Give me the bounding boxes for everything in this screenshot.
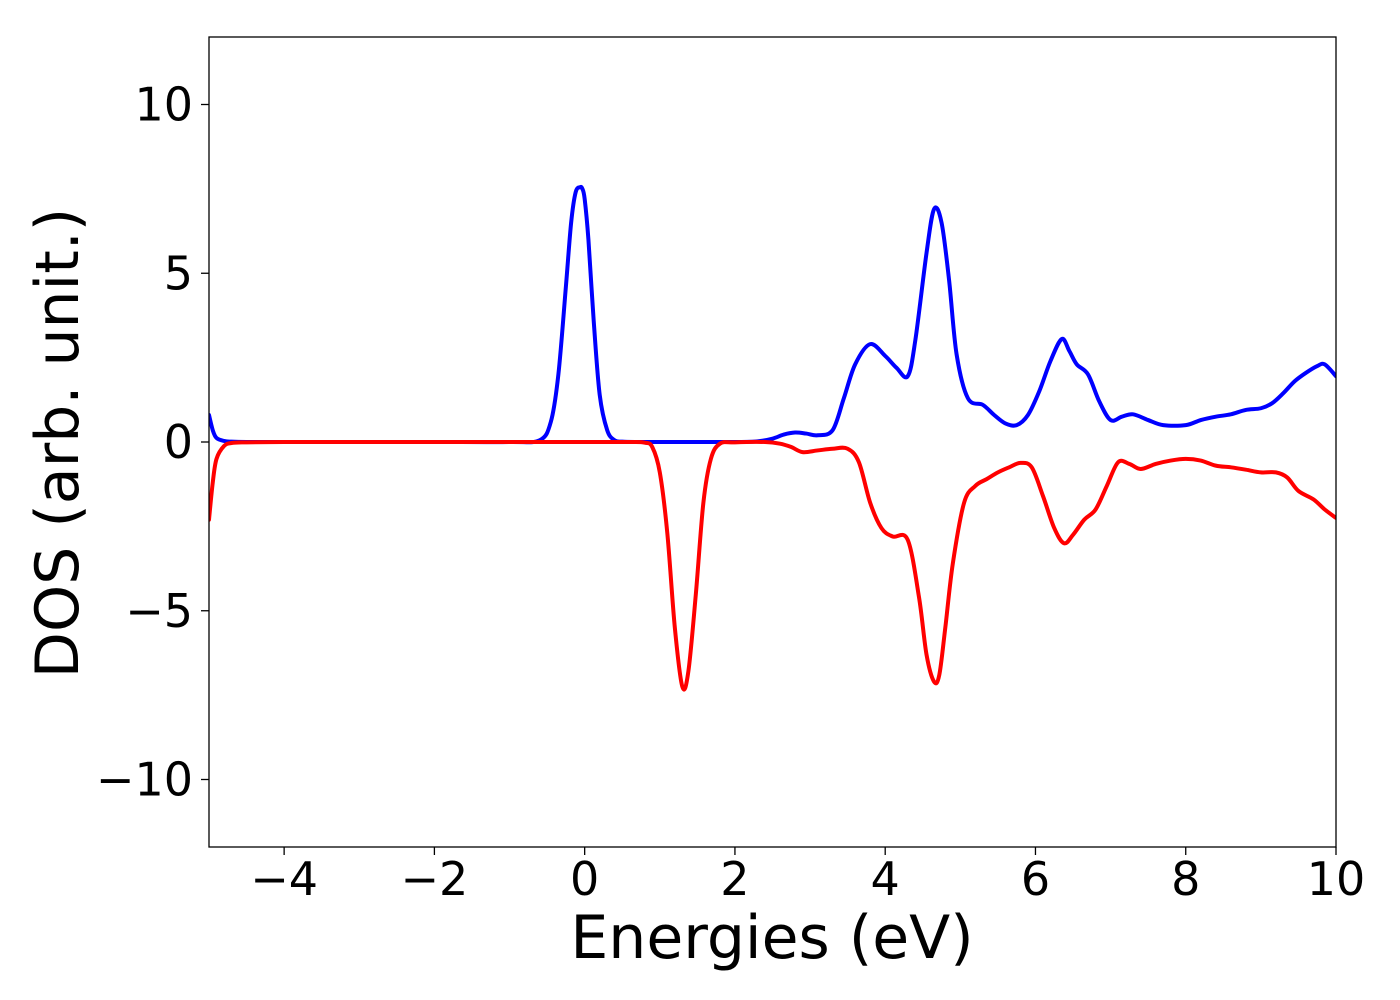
x-tick-label: 6: [1021, 852, 1050, 906]
x-axis-label: Energies (eV): [570, 903, 973, 973]
axes-layer: −4 −2 0 2 4 6 8 10 −10 −5 0 5 10: [96, 36, 1366, 906]
y-tick-label: 10: [134, 78, 193, 132]
y-tick-label: 5: [164, 246, 193, 300]
x-tick-label: 4: [871, 852, 900, 906]
y-tick-label: 0: [164, 415, 193, 469]
series-line-2: [209, 439, 1336, 692]
x-tick-label: 10: [1307, 852, 1366, 906]
y-tick-label: −10: [96, 753, 193, 807]
series-line-1: [209, 184, 1336, 445]
y-axis-label: DOS (arb. unit.): [23, 208, 93, 678]
x-tick-label: 8: [1171, 852, 1200, 906]
x-tick-label: −2: [400, 852, 468, 906]
x-tick-label: 2: [720, 852, 749, 906]
series-layer: [209, 184, 1336, 692]
x-tick-label: −4: [250, 852, 318, 906]
y-tick-label: −5: [125, 584, 193, 638]
x-tick-label: 0: [570, 852, 599, 906]
